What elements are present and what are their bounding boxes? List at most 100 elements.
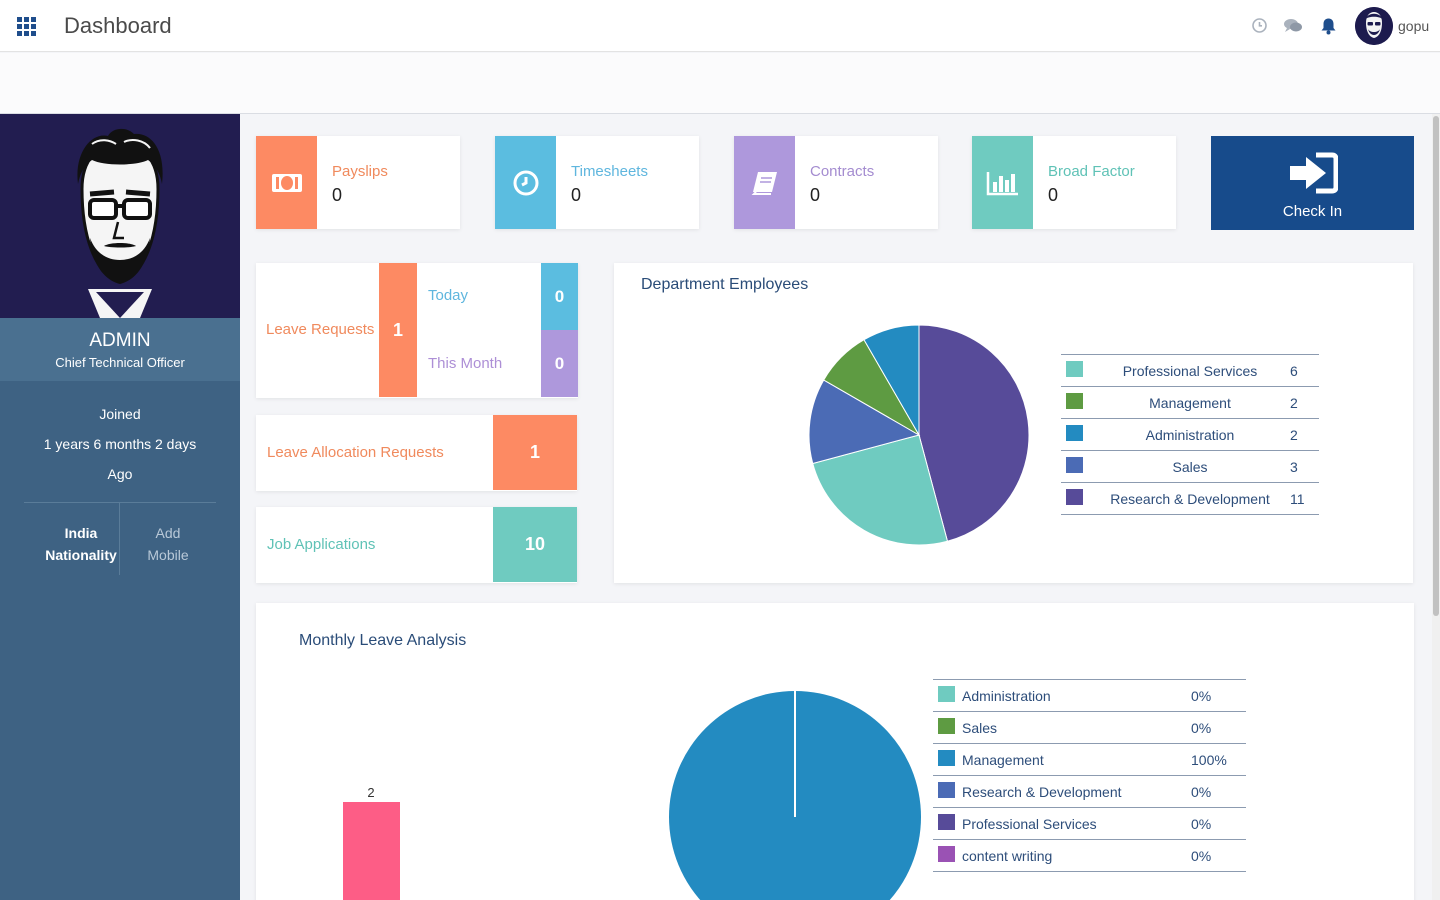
legend-label: Management xyxy=(1149,394,1231,411)
nationality-value: India xyxy=(64,525,98,541)
legend-value: 0% xyxy=(1191,687,1212,704)
leave-pie-chart xyxy=(669,691,921,900)
leave-bar-chart: 2 xyxy=(343,785,400,900)
check-in-button[interactable]: Check In xyxy=(1211,136,1414,230)
legend-swatch xyxy=(938,686,955,702)
department-slice-sales[interactable] xyxy=(808,379,921,465)
leave-allocation-label: Leave Allocation Requests xyxy=(267,444,444,461)
timesheets-label: Timesheets xyxy=(571,163,648,180)
check-in-label: Check In xyxy=(1282,203,1343,220)
book-icon xyxy=(734,136,795,229)
job-applications-card[interactable]: Job Applications 10 xyxy=(256,507,577,583)
joined-suffix: Ago xyxy=(107,466,133,482)
sign-in-icon xyxy=(1288,152,1339,199)
department-legend-row: Administration 2 xyxy=(1061,419,1319,451)
legend-swatch xyxy=(938,750,955,766)
department-legend-row: Research & Development 11 xyxy=(1061,483,1319,515)
legend-value: 0% xyxy=(1191,815,1212,832)
legend-value: 0% xyxy=(1191,719,1212,736)
legend-swatch xyxy=(938,814,955,830)
legend-label: Administration xyxy=(962,687,1051,704)
legend-label: Sales xyxy=(1172,458,1208,475)
leave-allocation-count: 1 xyxy=(493,415,577,490)
legend-swatch xyxy=(1066,425,1083,441)
legend-label: Sales xyxy=(962,719,998,736)
bar-chart-icon xyxy=(972,136,1033,229)
leave-requests-count: 1 xyxy=(379,263,417,397)
department-slice-administration[interactable] xyxy=(863,324,920,437)
leave-legend-row: Research & Development 0% xyxy=(933,776,1246,808)
legend-value: 6 xyxy=(1290,362,1298,379)
payslips-label: Payslips xyxy=(332,163,388,180)
monthly-leave-panel: Monthly Leave Analysis 2 Administration 0… xyxy=(256,603,1414,900)
legend-value: 0% xyxy=(1191,783,1212,800)
profile-photo xyxy=(0,114,240,318)
timesheets-card[interactable]: Timesheets 0 xyxy=(495,136,699,229)
department-employees-panel: Department Employees Professional Servic… xyxy=(614,263,1413,583)
profile-panel: ADMIN Chief Technical Officer Joined 1 y… xyxy=(0,114,240,900)
apps-grid-icon[interactable] xyxy=(17,17,36,36)
legend-label: Administration xyxy=(1145,426,1235,443)
legend-value: 100% xyxy=(1191,751,1227,768)
leave-bar[interactable] xyxy=(343,802,400,900)
username[interactable]: gopu xyxy=(1398,18,1430,34)
profile-divider xyxy=(24,502,216,503)
clock-icon[interactable] xyxy=(1251,17,1268,34)
joined-duration: 1 years 6 months 2 days xyxy=(43,436,197,452)
department-legend-row: Sales 3 xyxy=(1061,451,1319,483)
chat-icon[interactable] xyxy=(1283,17,1303,34)
mobile-label: Mobile xyxy=(147,547,189,563)
payslips-card[interactable]: Payslips 0 xyxy=(256,136,460,229)
contracts-label: Contracts xyxy=(810,163,875,180)
legend-swatch xyxy=(938,718,955,734)
leave-legend-row: content writing 0% xyxy=(933,840,1246,872)
leave-requests-label: Leave Requests xyxy=(266,321,375,338)
leave-legend-row: Management 100% xyxy=(933,744,1246,776)
legend-value: 2 xyxy=(1290,394,1298,411)
leave-legend: Administration 0% Sales 0% Management 100% Res… xyxy=(933,679,1246,872)
top-bar: Dashboard gopu xyxy=(0,0,1440,52)
add-mobile-link[interactable]: Add Mobile xyxy=(120,522,216,566)
department-slice-professional-services[interactable] xyxy=(812,434,949,546)
leave-legend-row: Administration 0% xyxy=(933,679,1246,712)
joined-info: Joined 1 years 6 months 2 days Ago xyxy=(0,399,240,489)
today-label: Today xyxy=(428,287,469,304)
contracts-value: 0 xyxy=(810,185,821,205)
job-applications-count: 10 xyxy=(493,507,577,582)
profile-name: ADMIN xyxy=(89,330,151,351)
this-month-count: 0 xyxy=(541,330,578,397)
legend-swatch xyxy=(938,846,955,862)
department-employees-title: Department Employees xyxy=(641,276,809,293)
legend-label: Management xyxy=(962,751,1044,768)
timesheets-value: 0 xyxy=(571,185,582,205)
legend-swatch xyxy=(1066,393,1083,409)
legend-label: Professional Services xyxy=(962,815,1097,832)
joined-label: Joined xyxy=(99,406,141,422)
leave-requests-card[interactable]: Leave Requests 1 Today This Month 0 0 xyxy=(256,263,578,398)
legend-label: content writing xyxy=(962,847,1053,864)
broad-factor-card[interactable]: Broad Factor 0 xyxy=(972,136,1176,229)
leave-legend-row: Professional Services 0% xyxy=(933,808,1246,840)
department-legend-row: Management 2 xyxy=(1061,387,1319,419)
page-title: Dashboard xyxy=(64,13,172,38)
nationality-label: Nationality xyxy=(45,547,117,563)
clock-icon xyxy=(495,136,556,229)
broad-factor-value: 0 xyxy=(1048,185,1059,205)
leave-legend-row: Sales 0% xyxy=(933,712,1246,744)
leave-bar-data-label: 2 xyxy=(367,785,374,800)
leave-allocation-card[interactable]: Leave Allocation Requests 1 xyxy=(256,415,577,491)
legend-swatch xyxy=(938,782,955,798)
scrollbar-thumb[interactable] xyxy=(1433,116,1439,616)
today-count: 0 xyxy=(541,263,578,330)
department-legend: Professional Services 6 Management 2 Adminis… xyxy=(1061,354,1319,515)
legend-value: 11 xyxy=(1290,490,1305,507)
department-slice-research-development[interactable] xyxy=(918,324,1030,542)
profile-role: Chief Technical Officer xyxy=(55,355,185,370)
user-avatar[interactable] xyxy=(1355,7,1393,45)
legend-swatch xyxy=(1066,457,1083,473)
contracts-card[interactable]: Contracts 0 xyxy=(734,136,938,229)
sub-header-bar xyxy=(0,53,1440,114)
bell-icon[interactable] xyxy=(1320,17,1337,35)
legend-swatch xyxy=(1066,361,1083,377)
department-pie-chart xyxy=(808,324,1030,546)
